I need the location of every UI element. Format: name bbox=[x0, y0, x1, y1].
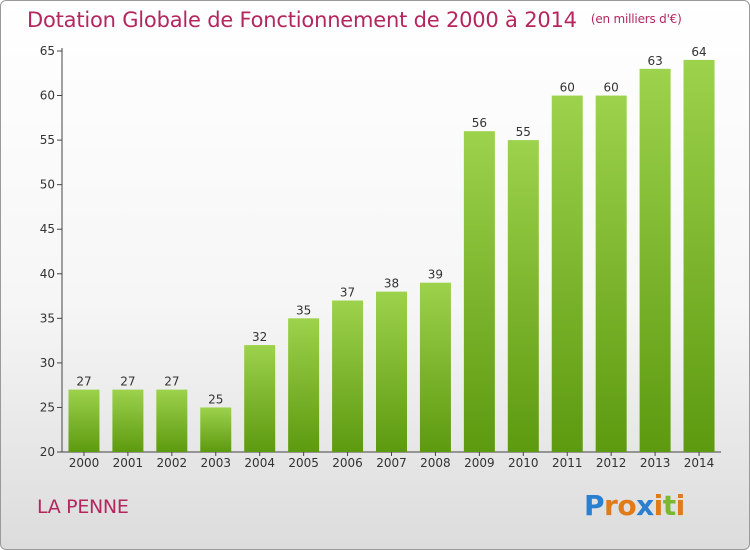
bar bbox=[507, 140, 539, 452]
y-tick-label: 50 bbox=[40, 178, 55, 192]
bar-value-label: 32 bbox=[252, 330, 267, 344]
chart-subtitle: (en milliers d'€) bbox=[590, 12, 682, 26]
bar bbox=[463, 131, 495, 452]
bar bbox=[419, 282, 451, 452]
x-tick-label: 2004 bbox=[244, 456, 275, 470]
bar-value-label: 39 bbox=[428, 268, 443, 282]
x-tick-label: 2007 bbox=[376, 456, 407, 470]
bar-value-label: 55 bbox=[516, 125, 531, 139]
logo-letter: i bbox=[653, 489, 664, 522]
y-tick-label: 45 bbox=[40, 222, 55, 236]
x-tick-label: 2011 bbox=[552, 456, 583, 470]
y-tick-label: 40 bbox=[40, 267, 55, 281]
bar bbox=[639, 68, 671, 453]
bar-value-label: 60 bbox=[560, 81, 575, 95]
bar bbox=[683, 59, 715, 453]
logo-letter: o bbox=[617, 489, 637, 522]
bar-value-label: 38 bbox=[384, 277, 399, 291]
bar bbox=[595, 95, 627, 453]
bars: 27 27 27 25 32 35 37 38 39 56 55 60 60 63 64 bbox=[68, 45, 715, 453]
chart-title: Dotation Globale de Fonctionnement de 20… bbox=[27, 8, 682, 32]
y-tick-label: 25 bbox=[40, 400, 55, 414]
bar-value-label: 56 bbox=[472, 116, 487, 130]
logo-letter: i bbox=[675, 489, 686, 522]
y-tick-label: 35 bbox=[40, 311, 55, 325]
bar-value-label: 25 bbox=[208, 392, 223, 406]
bar-value-label: 27 bbox=[120, 375, 135, 389]
x-tick-label: 2002 bbox=[157, 456, 188, 470]
x-tick-label: 2010 bbox=[508, 456, 539, 470]
x-tick-label: 2014 bbox=[684, 456, 715, 470]
bar-value-label: 27 bbox=[76, 375, 91, 389]
bar bbox=[244, 345, 276, 452]
chart-title-text: Dotation Globale de Fonctionnement de 20… bbox=[27, 8, 577, 32]
bar-value-label: 27 bbox=[164, 375, 179, 389]
y-tick-label: 20 bbox=[40, 445, 55, 459]
bar bbox=[68, 389, 100, 452]
logo-letter: t bbox=[662, 489, 676, 522]
x-tick-label: 2012 bbox=[596, 456, 627, 470]
x-tick-label: 2009 bbox=[464, 456, 495, 470]
bar-value-label: 63 bbox=[647, 54, 662, 68]
y-tick-label: 65 bbox=[40, 44, 55, 58]
bar bbox=[551, 95, 583, 453]
x-tick-label: 2000 bbox=[69, 456, 100, 470]
x-tick-label: 2001 bbox=[113, 456, 144, 470]
y-tick-label: 30 bbox=[40, 356, 55, 370]
bar-value-label: 64 bbox=[691, 45, 706, 59]
bar bbox=[376, 291, 407, 452]
logo-letter: x bbox=[636, 489, 654, 522]
logo-letter: r bbox=[604, 489, 618, 522]
bar bbox=[200, 407, 232, 452]
bar bbox=[112, 389, 144, 452]
bar bbox=[288, 318, 320, 452]
axes: 20 25 30 35 40 45 50 55 60 65 2000 2001 2002 2003 2004… bbox=[40, 44, 721, 470]
y-tick-label: 60 bbox=[40, 89, 55, 103]
x-tick-label: 2013 bbox=[640, 456, 671, 470]
bar bbox=[332, 300, 364, 452]
bar-value-label: 60 bbox=[604, 81, 619, 95]
commune-name: LA PENNE bbox=[37, 496, 129, 518]
bar-value-label: 37 bbox=[340, 286, 355, 300]
x-tick-label: 2003 bbox=[200, 456, 231, 470]
bar-value-label: 35 bbox=[296, 303, 311, 317]
x-tick-label: 2006 bbox=[332, 456, 363, 470]
x-tick-label: 2008 bbox=[420, 456, 451, 470]
proxiti-logo: Proxiti bbox=[584, 489, 685, 522]
y-tick-label: 55 bbox=[40, 133, 55, 147]
bar bbox=[156, 389, 188, 452]
x-tick-label: 2005 bbox=[288, 456, 319, 470]
logo-letter: P bbox=[584, 489, 605, 522]
